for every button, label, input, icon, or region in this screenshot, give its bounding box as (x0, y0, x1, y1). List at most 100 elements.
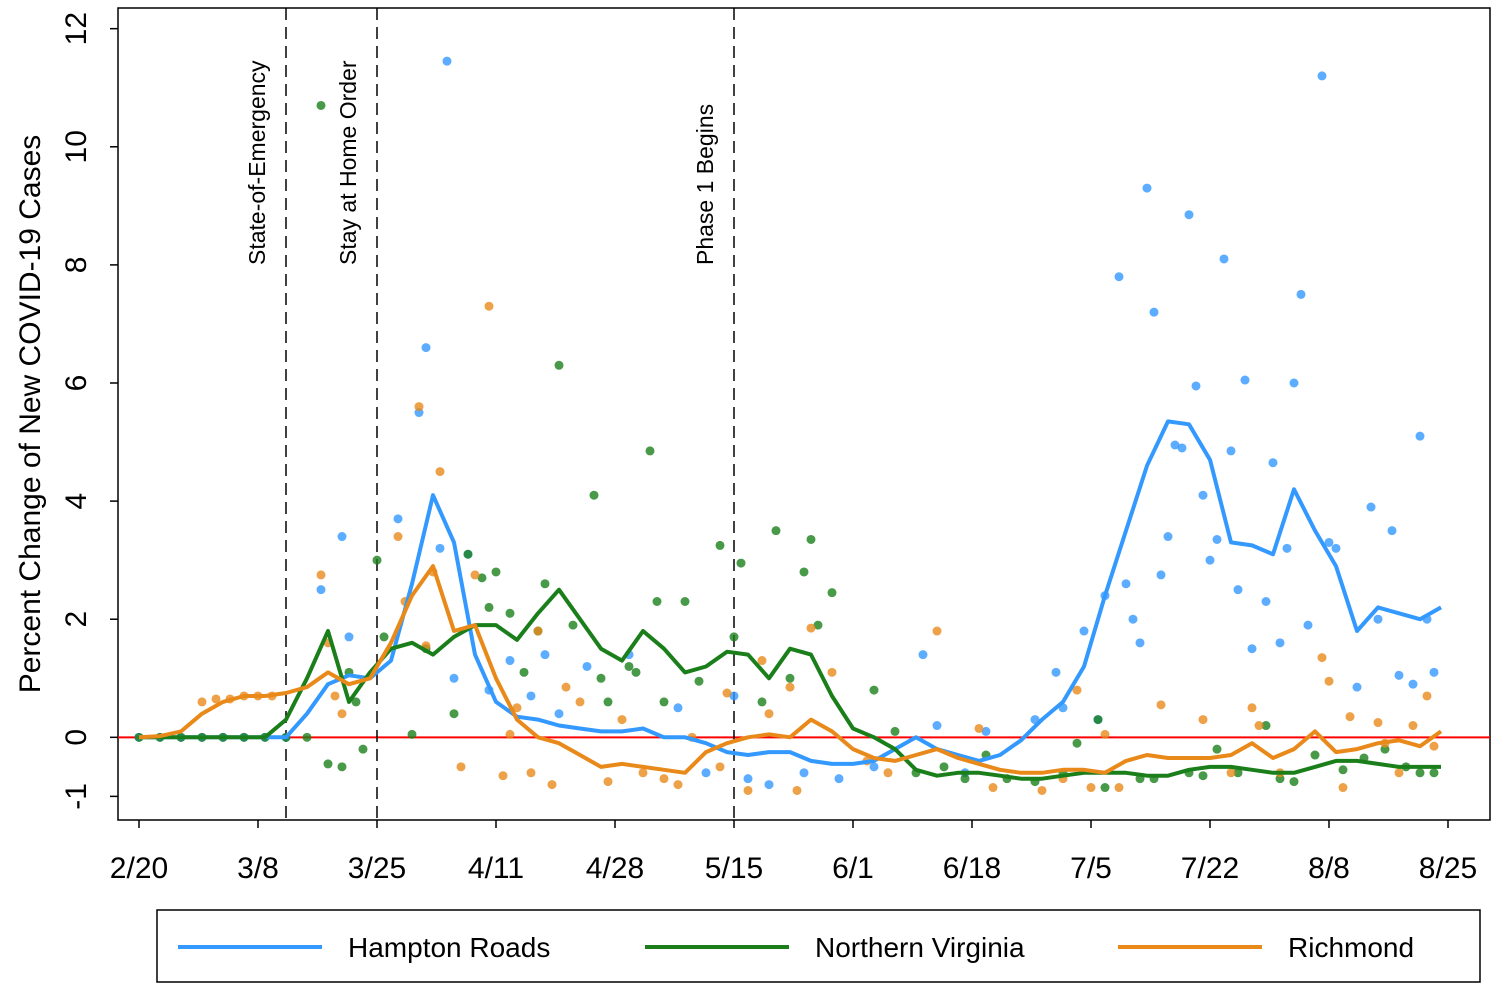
data-point (1261, 721, 1271, 731)
data-point (1233, 768, 1243, 778)
data-point (1100, 783, 1110, 793)
data-point (981, 726, 991, 736)
x-tick-label: 7/22 (1181, 852, 1239, 885)
data-point (1422, 691, 1432, 701)
data-point (1079, 626, 1089, 636)
data-point (449, 673, 459, 683)
data-point (652, 596, 662, 606)
data-point (1317, 653, 1327, 663)
data-point (323, 759, 333, 769)
data-point (729, 691, 739, 701)
data-point (932, 721, 942, 731)
data-point (435, 543, 445, 553)
data-point (435, 467, 445, 477)
data-point (715, 762, 725, 772)
data-point (1408, 679, 1418, 689)
data-point (393, 532, 403, 542)
data-point (1100, 729, 1110, 739)
data-point (1233, 585, 1243, 595)
data-point (1051, 667, 1061, 677)
data-point (1128, 614, 1138, 624)
data-point (568, 620, 578, 630)
data-point (1338, 783, 1348, 793)
data-point (827, 667, 837, 677)
data-point (540, 579, 550, 589)
y-tick-label: 8 (60, 257, 93, 274)
data-point (407, 729, 417, 739)
data-point (1366, 502, 1376, 512)
data-point (624, 661, 634, 671)
data-point (869, 685, 879, 695)
data-point (603, 777, 613, 787)
data-point (1247, 703, 1257, 713)
data-point (729, 632, 739, 642)
data-point (736, 558, 746, 568)
data-point (1156, 570, 1166, 580)
data-point (337, 709, 347, 719)
data-point (470, 570, 480, 580)
data-point (337, 762, 347, 772)
x-tick-label: 6/18 (943, 852, 1001, 885)
data-point (1296, 289, 1306, 299)
x-tick-label: 6/1 (832, 852, 874, 885)
y-tick-label: 12 (60, 12, 93, 45)
data-point (701, 768, 711, 778)
data-point (1373, 614, 1383, 624)
data-point (1219, 254, 1229, 264)
legend-label: Northern Virginia (815, 932, 1025, 963)
data-point (1415, 431, 1425, 441)
data-point (554, 360, 564, 370)
data-point (813, 620, 823, 630)
data-point (526, 691, 536, 701)
data-point (757, 697, 767, 707)
event-label: Stay at Home Order (335, 60, 361, 265)
data-point (1135, 638, 1145, 648)
y-tick-label: 10 (60, 130, 93, 163)
x-tick-label: 5/15 (705, 852, 763, 885)
data-point (1226, 768, 1236, 778)
data-point (617, 715, 627, 725)
data-point (1156, 700, 1166, 710)
data-point (1198, 490, 1208, 500)
data-point (1289, 777, 1299, 787)
x-tick-label: 8/8 (1308, 852, 1350, 885)
data-point (771, 526, 781, 536)
y-axis-label: Percent Change of New COVID-19 Cases (14, 135, 47, 694)
data-point (596, 673, 606, 683)
data-point (1317, 71, 1327, 81)
series-line (139, 419, 1442, 766)
plot-frame (117, 7, 1491, 821)
data-point (491, 567, 501, 577)
data-point (1247, 644, 1257, 654)
data-point (1324, 676, 1334, 686)
data-point (1205, 555, 1215, 565)
data-point (316, 100, 326, 110)
data-point (554, 709, 564, 719)
data-point (1373, 718, 1383, 728)
data-point (743, 785, 753, 795)
data-point (344, 632, 354, 642)
data-point (1037, 785, 1047, 795)
data-point (211, 694, 221, 704)
data-point (358, 744, 368, 754)
data-point (1226, 446, 1236, 456)
data-point (939, 762, 949, 772)
data-point (799, 768, 809, 778)
data-point (1415, 768, 1425, 778)
y-tick-label: 4 (60, 493, 93, 510)
data-point (673, 703, 683, 713)
data-point (715, 540, 725, 550)
data-point (533, 626, 543, 636)
data-point (673, 780, 683, 790)
data-point (827, 588, 837, 598)
data-point (757, 656, 767, 666)
data-point (526, 768, 536, 778)
x-tick-label: 4/11 (468, 852, 524, 885)
data-point (659, 697, 669, 707)
data-point (722, 688, 732, 698)
data-point (1177, 443, 1187, 453)
data-point (1212, 744, 1222, 754)
data-point (414, 402, 424, 412)
data-point (1394, 670, 1404, 680)
data-point (1240, 375, 1250, 385)
